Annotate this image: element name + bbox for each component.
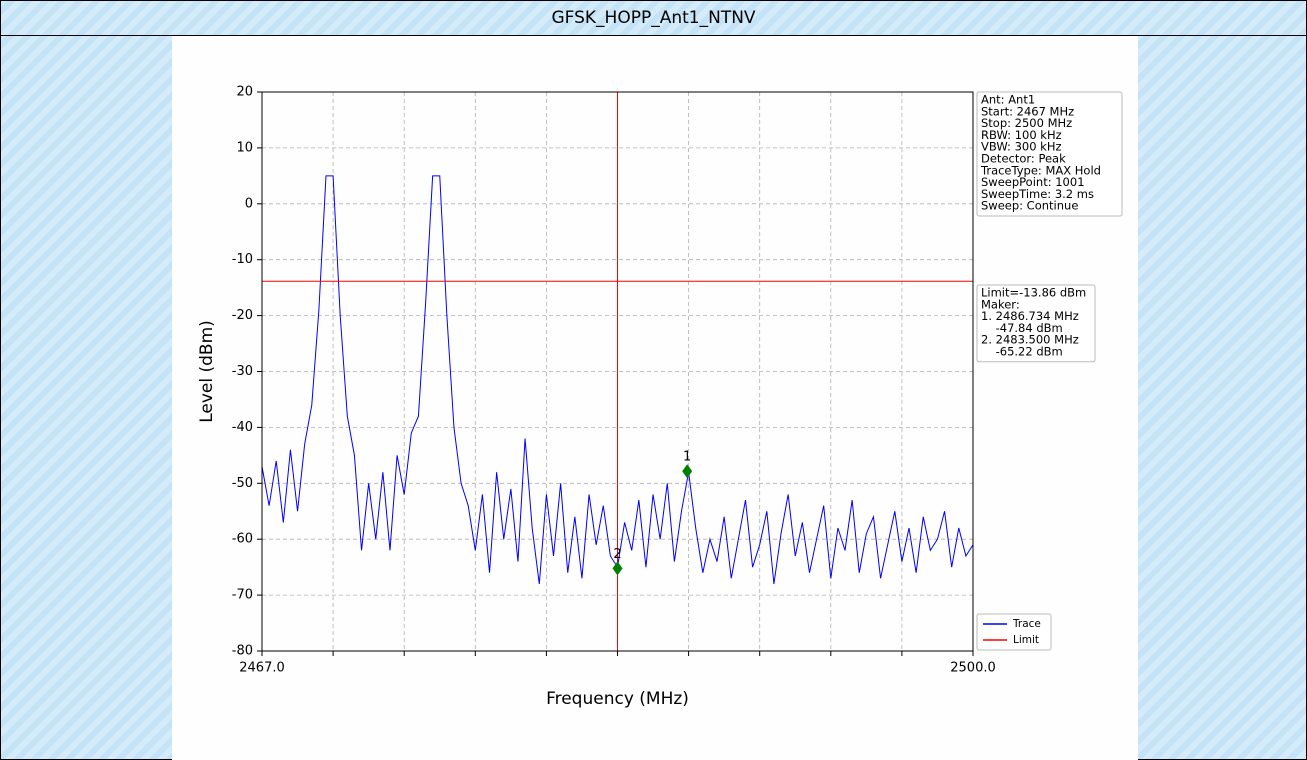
info-text: Start: 2467 MHz [981, 104, 1074, 118]
info-text: SweepPoint: 1001 [981, 175, 1085, 189]
y-tick-label: -60 [232, 532, 253, 547]
info-text: Sweep: Continue [981, 199, 1078, 213]
info-box [976, 91, 1123, 217]
y-tick-label: -50 [232, 476, 253, 491]
info-text: Maker: [981, 297, 1020, 311]
marker [612, 561, 623, 576]
y-tick-label: 0 [245, 196, 253, 211]
info-text: -65.22 dBm [981, 345, 1063, 359]
info-box [976, 284, 1096, 363]
info-text: 2. 2483.500 MHz [981, 333, 1079, 347]
y-tick-label: 10 [236, 140, 253, 155]
info-text: Detector: Peak [981, 152, 1066, 166]
x-tick-label: 2467.0 [239, 661, 285, 676]
info-text: TraceType: MAX Hold [980, 163, 1101, 177]
info-text: Limit=-13.86 dBm [981, 286, 1086, 300]
y-tick-label: -40 [232, 420, 253, 435]
y-tick-label: -80 [232, 644, 253, 659]
info-text: 1. 2486.734 MHz [981, 309, 1079, 323]
info-text: Ant: Ant1 [981, 93, 1035, 107]
info-text: RBW: 100 kHz [981, 128, 1062, 142]
y-tick-label: -70 [232, 588, 253, 603]
axes-frame [261, 91, 974, 652]
y-tick-label: -30 [232, 364, 253, 379]
info-text: SweepTime: 3.2 ms [981, 187, 1094, 201]
legend-label: Limit [1013, 634, 1039, 646]
marker-label: 2 [613, 547, 621, 562]
info-text: Stop: 2500 MHz [981, 116, 1072, 130]
y-axis-label: Level (dBm) [197, 320, 217, 423]
info-text: -47.84 dBm [981, 321, 1063, 335]
legend-label: Trace [1012, 618, 1041, 630]
y-tick-label: -10 [232, 252, 253, 267]
y-tick-label: -20 [232, 308, 253, 323]
x-tick-label: 2500.0 [950, 661, 996, 676]
x-axis-label: Frequency (MHz) [546, 689, 689, 709]
info-text: VBW: 300 kHz [981, 140, 1062, 154]
marker-label: 1 [683, 450, 691, 465]
legend [976, 613, 1052, 651]
y-tick-label: 20 [236, 85, 253, 100]
marker [682, 464, 693, 479]
